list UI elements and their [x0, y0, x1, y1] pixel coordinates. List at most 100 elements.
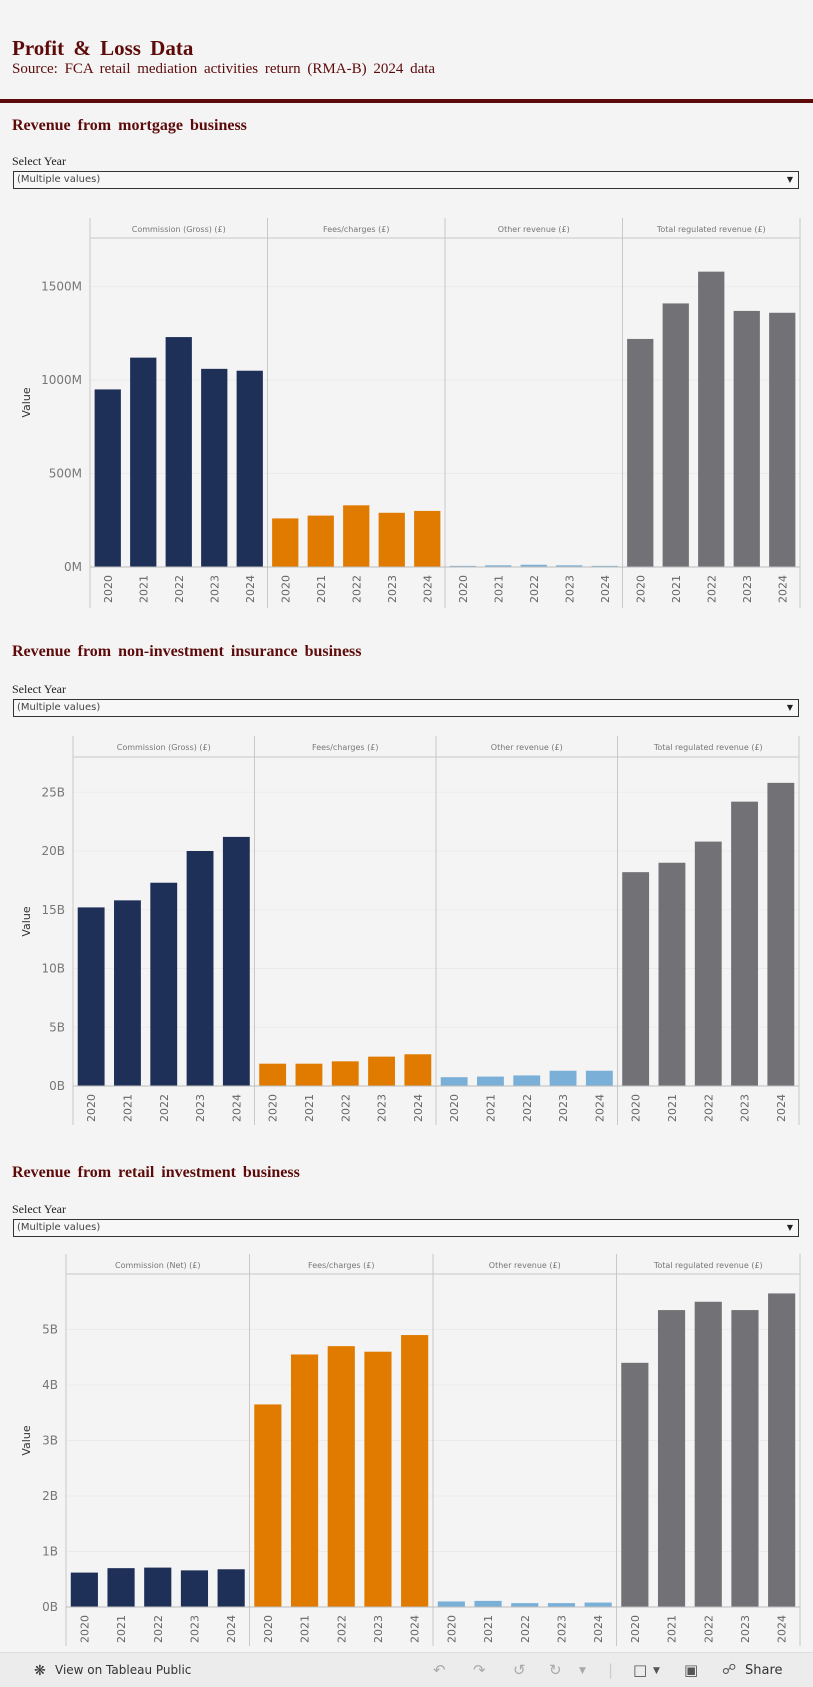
- undo-icon[interactable]: ↶: [433, 1661, 446, 1679]
- panel-header-label: Commission (Gross) (£): [132, 225, 226, 234]
- x-tick-label: 2022: [705, 575, 718, 603]
- bar: [144, 1567, 172, 1607]
- bar: [549, 1070, 577, 1086]
- bar: [485, 565, 512, 567]
- bar: [254, 1404, 282, 1607]
- bar: [130, 357, 157, 567]
- y-tick-label: 500M: [49, 467, 82, 481]
- x-tick-label: 2021: [137, 575, 150, 603]
- x-tick-label: 2022: [519, 1615, 532, 1643]
- panel-header-label: Commission (Net) (£): [115, 1261, 201, 1270]
- bar: [201, 368, 228, 567]
- x-tick-label: 2024: [225, 1615, 238, 1643]
- bar: [440, 1077, 468, 1086]
- x-tick-label: 2023: [563, 575, 576, 603]
- refresh-icon[interactable]: ↻: [549, 1661, 562, 1679]
- year-filter-dropdown[interactable]: (Multiple values) ▼: [13, 699, 799, 717]
- x-tick-label: 2024: [593, 1094, 606, 1122]
- bar: [767, 782, 795, 1086]
- y-tick-label: 4B: [42, 1378, 58, 1392]
- x-tick-label: 2022: [335, 1615, 348, 1643]
- x-tick-label: 2023: [208, 575, 221, 603]
- y-tick-label: 1B: [42, 1545, 58, 1559]
- revert-icon[interactable]: ↺: [513, 1661, 526, 1679]
- bar: [150, 882, 178, 1086]
- year-filter-dropdown[interactable]: (Multiple values) ▼: [13, 1219, 799, 1237]
- x-tick-label: 2023: [372, 1615, 385, 1643]
- year-filter-dropdown[interactable]: (Multiple values) ▼: [13, 171, 799, 189]
- panel-header-label: Other revenue (£): [498, 225, 570, 234]
- share-icon[interactable]: ☍: [722, 1662, 737, 1678]
- bar: [657, 1310, 686, 1607]
- x-tick-label: 2023: [555, 1615, 568, 1643]
- x-tick-label: 2021: [315, 575, 328, 603]
- panel-header-label: Fees/charges (£): [308, 1261, 374, 1270]
- x-tick-label: 2020: [448, 1094, 461, 1122]
- panel-header-label: Total regulated revenue (£): [653, 1261, 763, 1270]
- x-tick-label: 2024: [776, 1615, 789, 1643]
- bar: [331, 1061, 359, 1086]
- y-tick-label: 15B: [41, 903, 65, 917]
- bar: [114, 900, 141, 1086]
- bar: [236, 370, 263, 567]
- panel-header-label: Fees/charges (£): [323, 225, 389, 234]
- view-on-tableau-public-link[interactable]: View on Tableau Public: [55, 1663, 192, 1677]
- chevron-down-icon[interactable]: ▼: [579, 1666, 586, 1676]
- share-button[interactable]: Share: [745, 1663, 783, 1678]
- mortgage-revenue-chart: 0M 500M 1000M 1500M Value Commission (Gross) …: [20, 218, 801, 608]
- chevron-down-icon[interactable]: ▼: [653, 1666, 660, 1676]
- bar: [94, 389, 121, 567]
- bar: [327, 1346, 355, 1607]
- panel-header-label: Commission (Gross) (£): [117, 743, 211, 752]
- toolbar-divider: |: [608, 1661, 614, 1679]
- y-tick-label: 1000M: [41, 373, 82, 387]
- panel-header-label: Other revenue (£): [491, 743, 563, 752]
- chevron-down-icon: ▼: [786, 703, 793, 712]
- bar: [556, 565, 583, 567]
- x-tick-label: 2021: [666, 1094, 679, 1122]
- bar: [217, 1569, 245, 1607]
- x-tick-label: 2023: [386, 575, 399, 603]
- x-tick-label: 2021: [121, 1094, 134, 1122]
- y-axis-title: Value: [20, 387, 33, 417]
- bar: [378, 512, 405, 567]
- x-tick-label: 2023: [739, 1094, 752, 1122]
- bar: [259, 1063, 287, 1086]
- bar: [768, 1293, 796, 1607]
- fullscreen-icon[interactable]: ▣: [684, 1661, 699, 1679]
- x-tick-label: 2022: [339, 1094, 352, 1122]
- bar: [401, 1335, 429, 1607]
- bar: [272, 518, 299, 567]
- retail-investment-revenue-chart: 0B 1B 2B 3B 4B 5B Value Commission (Net) (£) 202…: [20, 1254, 801, 1646]
- y-tick-label: 20B: [41, 844, 65, 858]
- bar: [186, 851, 214, 1086]
- bar: [77, 907, 105, 1086]
- x-tick-label: 2024: [412, 1094, 425, 1122]
- x-tick-label: 2022: [521, 1094, 534, 1122]
- bar: [585, 1070, 613, 1086]
- section-title-non-investment-insurance: Revenue from non-investment insurance bu…: [12, 643, 362, 660]
- y-tick-label: 3B: [42, 1434, 58, 1448]
- redo-icon[interactable]: ↷: [473, 1661, 486, 1679]
- bar: [414, 510, 441, 567]
- non-investment-insurance-revenue-chart: 0B 5B 10B 15B 20B 25B Value Commission (Gross) …: [20, 736, 800, 1125]
- year-filter-value: (Multiple values): [17, 1222, 101, 1233]
- page-title: Profit & Loss Data: [12, 36, 194, 60]
- x-tick-label: 2020: [634, 575, 647, 603]
- panel-header-label: Total regulated revenue (£): [653, 743, 763, 752]
- bar: [658, 862, 686, 1086]
- x-tick-label: 2020: [630, 1094, 643, 1122]
- x-tick-label: 2023: [376, 1094, 389, 1122]
- x-tick-label: 2024: [775, 1094, 788, 1122]
- y-tick-label: 25B: [41, 785, 65, 799]
- tableau-toolbar: ❋ View on Tableau Public ↶ ↷ ↺ ↻ ▼ | □ ▼…: [0, 1652, 813, 1687]
- x-tick-label: 2020: [102, 575, 115, 603]
- bar: [627, 338, 654, 567]
- x-tick-label: 2024: [409, 1615, 422, 1643]
- y-tick-label: 0M: [64, 560, 82, 574]
- bar: [547, 1603, 576, 1607]
- x-tick-label: 2021: [303, 1094, 316, 1122]
- select-year-label: Select Year: [12, 1202, 66, 1216]
- bar: [769, 312, 796, 567]
- comment-icon[interactable]: □: [633, 1661, 648, 1679]
